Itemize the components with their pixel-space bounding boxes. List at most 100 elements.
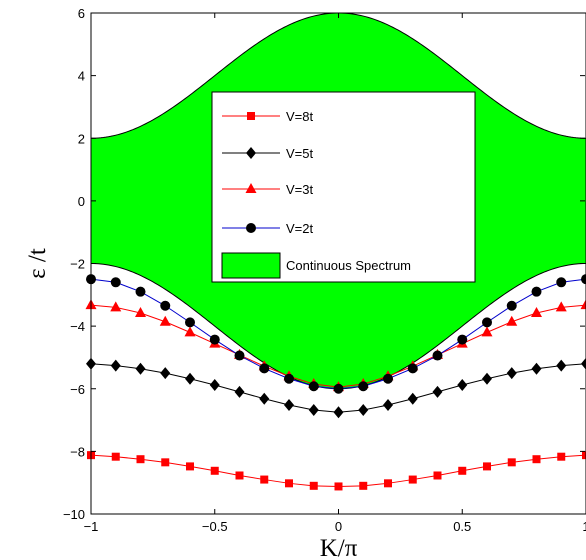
data-point: [506, 315, 518, 326]
legend-entry-1: V=5t: [222, 146, 313, 161]
legend-entry-3: V=2t: [222, 221, 313, 236]
y-tick-label: −10: [63, 507, 85, 522]
data-point: [506, 367, 517, 380]
data-point: [309, 481, 318, 490]
legend-marker: [246, 223, 256, 233]
data-point: [185, 372, 195, 385]
data-point: [407, 363, 418, 374]
legend-marker: [247, 112, 255, 120]
data-point: [408, 475, 417, 484]
data-point: [259, 392, 270, 405]
data-point: [334, 482, 343, 491]
data-point: [532, 455, 541, 464]
data-point: [260, 475, 269, 484]
legend-label: V=2t: [286, 221, 313, 236]
data-point: [531, 362, 542, 375]
data-point: [581, 357, 586, 370]
data-point: [432, 385, 443, 398]
data-point: [457, 378, 468, 391]
data-point: [110, 359, 121, 372]
data-point: [481, 326, 493, 337]
data-point: [160, 300, 171, 311]
data-point: [234, 350, 245, 361]
y-tick-label: 6: [78, 6, 85, 21]
data-point: [531, 286, 542, 297]
x-tick-label: 1: [582, 519, 586, 534]
data-point: [582, 451, 586, 460]
data-point: [235, 471, 244, 480]
x-tick-label: −0.5: [202, 519, 228, 534]
legend-entry-continuum: Continuous Spectrum: [221, 252, 411, 279]
y-tick-label: 0: [78, 194, 85, 209]
data-point: [184, 326, 196, 337]
data-point: [580, 299, 586, 310]
data-point: [457, 334, 468, 345]
x-tick-label: −1: [84, 519, 99, 534]
data-point: [308, 381, 319, 392]
series-0: [87, 451, 586, 491]
legend-label: V=8t: [286, 109, 313, 124]
data-point: [135, 362, 146, 375]
legend-marker: [245, 183, 257, 193]
data-point: [432, 350, 443, 361]
x-tick-label: 0.5: [453, 519, 471, 534]
data-point: [557, 452, 566, 461]
data-point: [358, 381, 369, 392]
data-point: [160, 367, 171, 380]
data-point: [308, 404, 319, 417]
data-point: [136, 455, 145, 464]
data-point: [483, 462, 491, 471]
data-point: [482, 317, 492, 328]
data-point: [110, 301, 122, 312]
data-point: [161, 458, 170, 467]
legend-label: Continuous Spectrum: [286, 258, 411, 273]
legend-entry-0: V=8t: [222, 109, 313, 124]
data-point: [185, 317, 195, 328]
data-point: [285, 479, 293, 488]
x-tick-label: 0: [335, 519, 342, 534]
data-point: [135, 286, 146, 297]
data-point: [159, 315, 171, 326]
data-point: [581, 274, 586, 285]
data-point: [209, 334, 220, 345]
data-point: [210, 466, 219, 475]
legend-marker: [246, 147, 256, 159]
data-point: [556, 359, 567, 372]
data-point: [482, 372, 492, 385]
x-axis-title: K/π: [320, 535, 358, 560]
data-point: [135, 306, 146, 317]
data-point: [333, 383, 344, 394]
y-tick-label: 4: [78, 69, 85, 84]
data-point: [556, 277, 567, 288]
data-point: [110, 277, 121, 288]
y-tick-label: −2: [70, 257, 85, 272]
data-point: [209, 378, 220, 391]
data-point: [359, 481, 368, 490]
data-point: [383, 373, 393, 384]
data-point: [407, 392, 418, 405]
legend-swatch: [221, 252, 281, 279]
data-point: [259, 363, 270, 374]
legend-label: V=5t: [286, 146, 313, 161]
data-point: [531, 306, 542, 317]
data-point: [383, 399, 393, 412]
data-point: [384, 479, 392, 488]
y-tick-label: 2: [78, 131, 85, 146]
legend-label: V=3t: [286, 182, 313, 197]
data-point: [111, 452, 120, 461]
y-axis-title: ε /t: [24, 248, 51, 279]
data-point: [284, 373, 294, 384]
y-tick-label: −4: [70, 319, 85, 334]
data-point: [358, 404, 369, 417]
legend-entry-2: V=3t: [222, 182, 313, 197]
data-point: [186, 462, 194, 471]
data-point: [507, 458, 516, 467]
series-1: [86, 357, 586, 419]
data-point: [433, 471, 442, 480]
y-tick-label: −6: [70, 382, 85, 397]
data-point: [234, 385, 245, 398]
data-point: [506, 300, 517, 311]
data-point: [458, 466, 467, 475]
data-point: [555, 301, 567, 312]
data-point: [284, 399, 294, 412]
